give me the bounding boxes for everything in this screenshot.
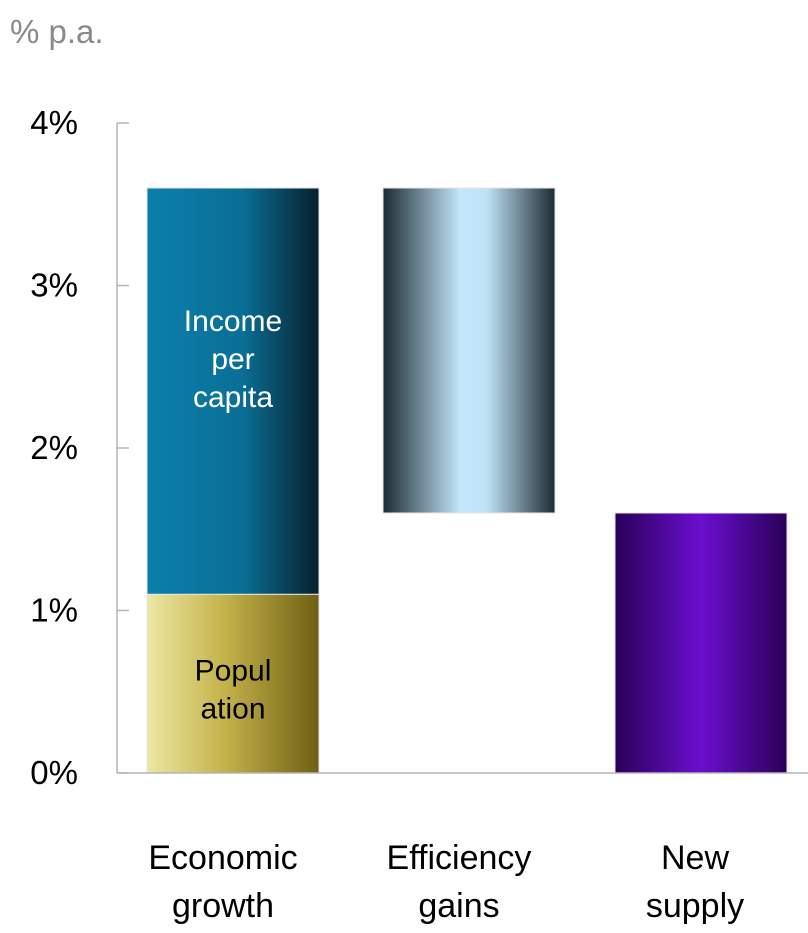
x-category-label: supply: [646, 887, 744, 925]
bar-segment: [146, 593, 320, 774]
y-tick-label: 4%: [30, 104, 78, 141]
y-tick-label: 3%: [30, 267, 78, 304]
y-axis: 0% 1% 2% 3% 4%: [30, 104, 129, 791]
bar-segment: [146, 187, 320, 595]
x-category-label: New: [661, 839, 729, 877]
bar-segment-label: Income: [184, 305, 282, 338]
x-category-label: growth: [172, 887, 274, 925]
bar-segment-label: Popul: [195, 655, 272, 688]
bar-segment: [614, 512, 788, 774]
bar-segment-label: per: [211, 343, 254, 376]
bar-segment-label: ation: [200, 693, 265, 726]
x-category-label: gains: [418, 887, 499, 925]
x-category-label: Economic: [148, 839, 297, 877]
bar-segment: [382, 187, 556, 514]
bars: Popul ation Income per capita: [146, 187, 788, 774]
y-tick-label: 2%: [30, 429, 78, 466]
x-axis: Economic growth Efficiency gains New supply: [117, 772, 808, 925]
bar-segment-label: capita: [193, 381, 273, 414]
x-category-label: Efficiency: [387, 839, 532, 877]
y-tick-label: 1%: [30, 592, 78, 629]
y-unit-label: % p.a.: [10, 13, 104, 50]
y-tick-label: 0%: [30, 754, 78, 791]
